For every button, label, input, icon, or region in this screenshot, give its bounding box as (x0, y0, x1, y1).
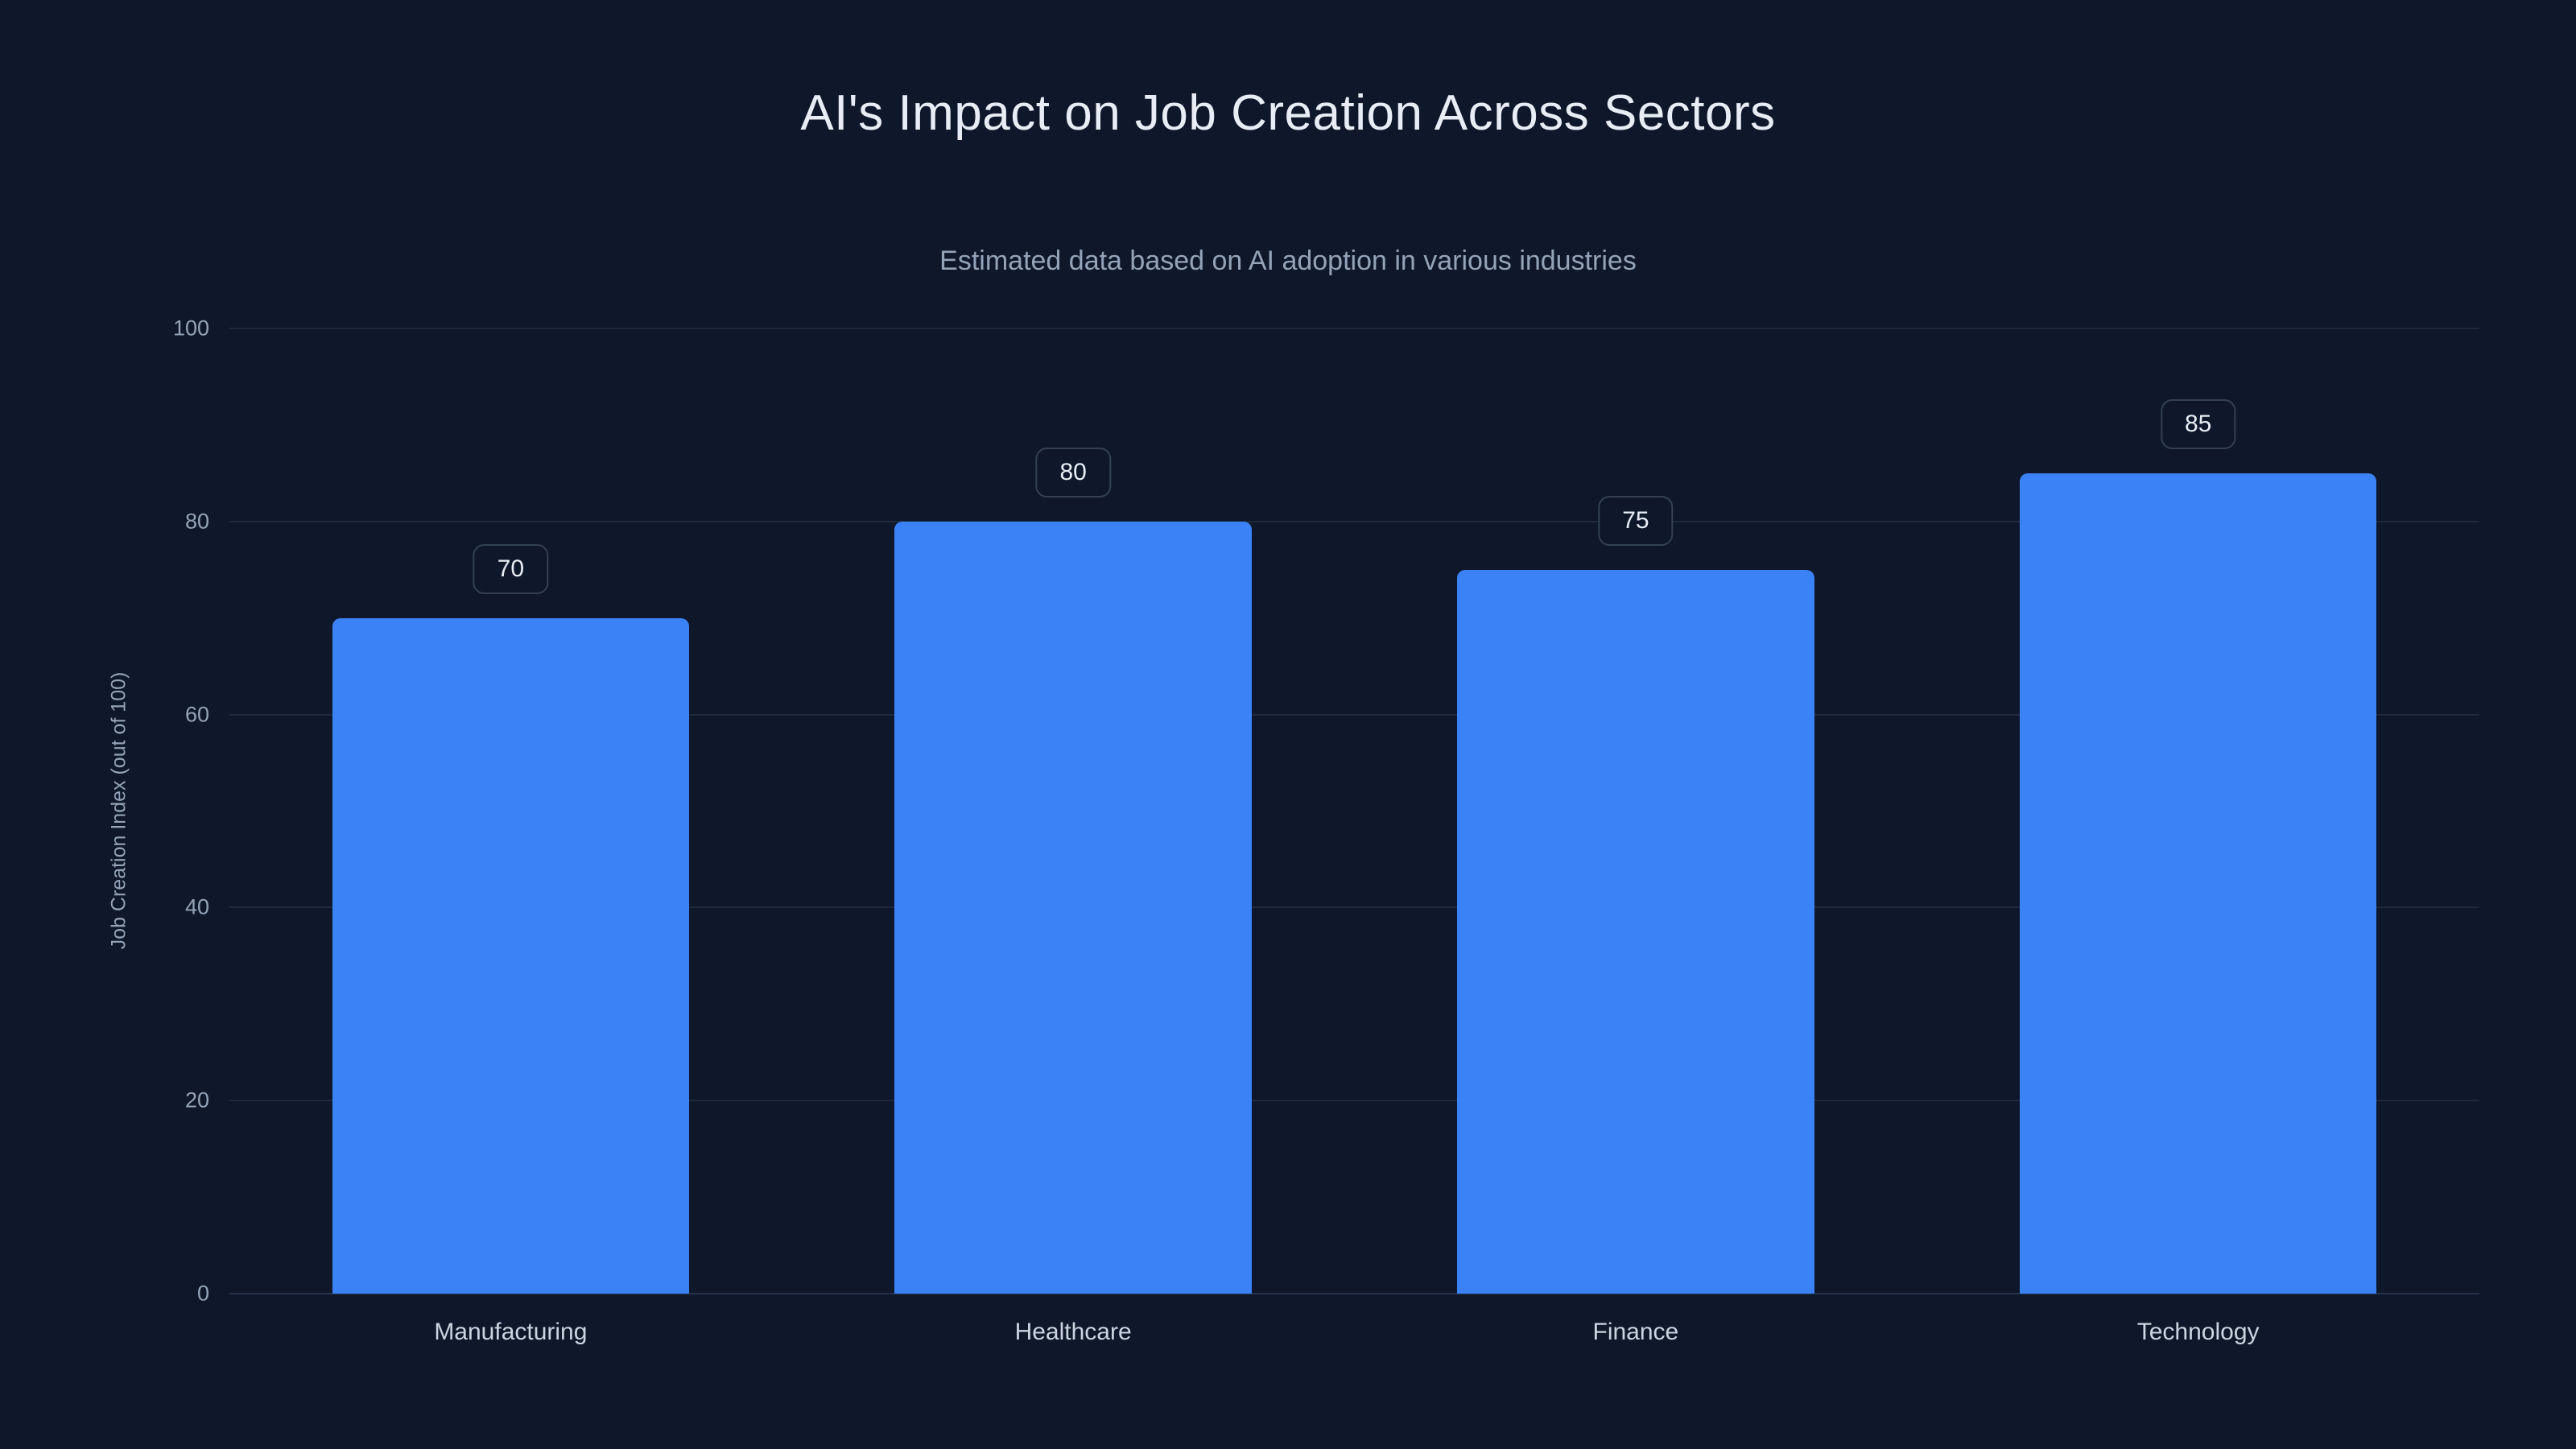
bar-healthcare[interactable] (894, 521, 1252, 1294)
plot-area: 70 80 75 85 (229, 328, 2479, 1294)
gridline-100 (229, 328, 2479, 329)
gridline-80 (229, 520, 2479, 522)
y-tick-label-60: 60 (184, 702, 209, 727)
y-tick-label-100: 100 (172, 316, 209, 341)
gridline-60 (229, 713, 2479, 716)
gridline-40 (229, 906, 2479, 909)
value-label-finance: 75 (1598, 495, 1674, 546)
y-tick-label-0: 0 (196, 1281, 209, 1306)
x-tick-label-technology: Technology (2136, 1319, 2260, 1345)
x-axis: Manufacturing Healthcare Finance Technology (229, 1319, 2479, 1367)
y-tick-label-80: 80 (184, 509, 209, 534)
bar-technology[interactable] (2019, 473, 2377, 1294)
chart-subtitle: Estimated data based on AI adoption in v… (939, 246, 1637, 276)
gridline-20 (229, 1100, 2479, 1102)
bar-manufacturing[interactable] (332, 617, 690, 1294)
value-label-technology: 85 (2160, 398, 2236, 449)
y-axis: 0 20 40 60 80 100 (48, 316, 209, 1306)
x-tick-label-finance: Finance (1592, 1319, 1679, 1345)
y-tick-label-40: 40 (184, 894, 209, 919)
x-tick-label-healthcare: Healthcare (1014, 1319, 1132, 1345)
bar-finance[interactable] (1457, 569, 1814, 1294)
y-tick-label-20: 20 (184, 1088, 209, 1113)
chart-title: AI's Impact on Job Creation Across Secto… (800, 85, 1776, 141)
value-label-manufacturing: 70 (473, 543, 549, 594)
x-tick-label-manufacturing: Manufacturing (434, 1319, 588, 1345)
value-label-healthcare: 80 (1035, 447, 1111, 497)
gridline-0 (229, 1293, 2479, 1294)
